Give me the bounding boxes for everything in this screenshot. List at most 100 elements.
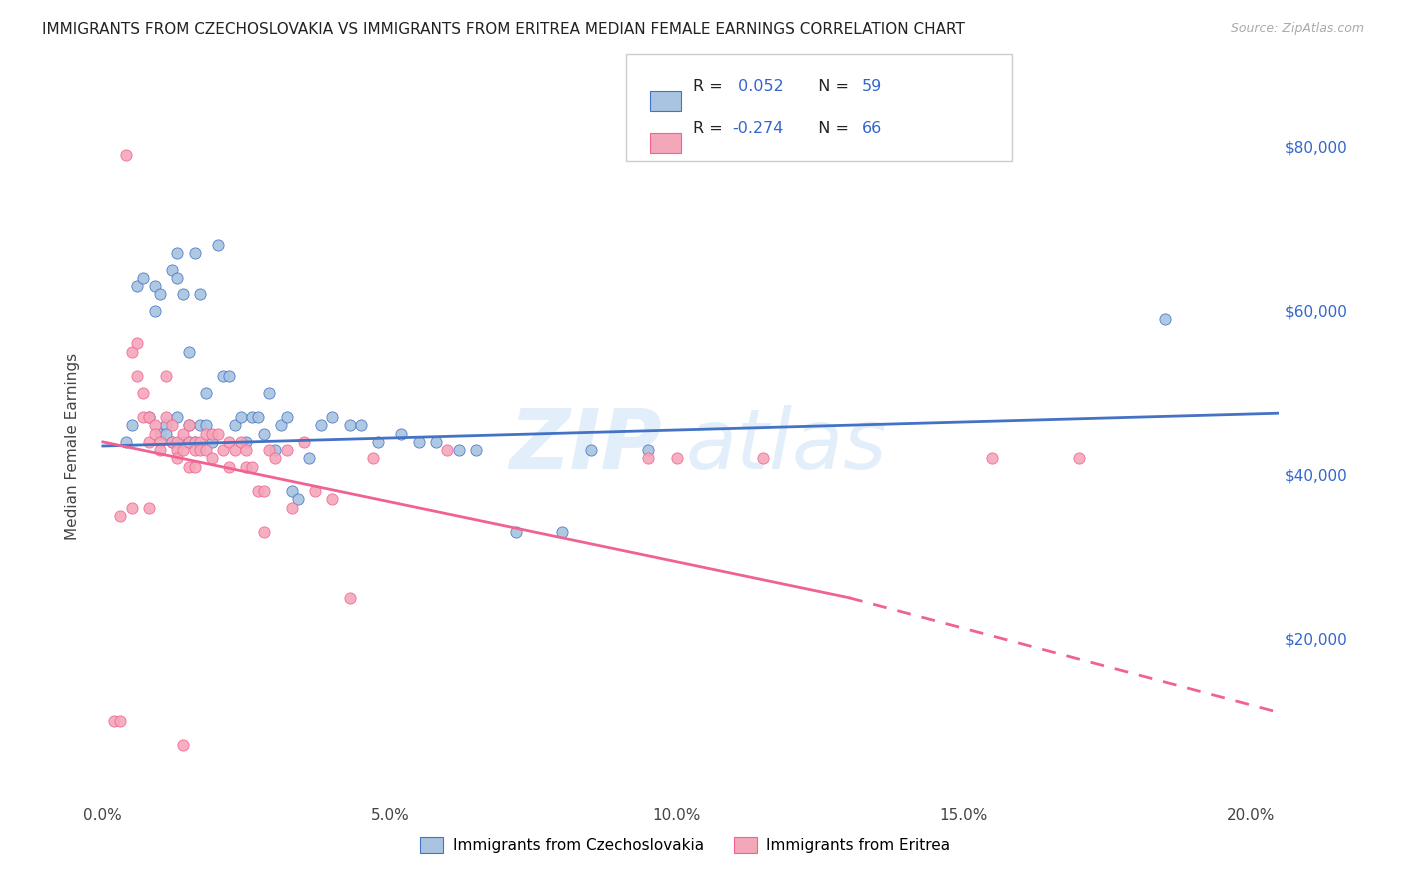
Point	[132, 385, 155, 400]
Point	[752, 451, 775, 466]
Point	[201, 434, 224, 449]
Point	[177, 459, 200, 474]
Point	[183, 434, 205, 449]
Point	[190, 287, 212, 301]
Point	[160, 262, 183, 277]
Point	[103, 714, 125, 728]
Text: 0.052: 0.052	[733, 78, 783, 94]
Point	[298, 451, 321, 466]
Point	[339, 591, 361, 605]
Point	[177, 344, 200, 359]
Point	[114, 434, 136, 449]
Point	[160, 434, 183, 449]
Point	[183, 434, 205, 449]
Point	[309, 418, 332, 433]
Point	[367, 434, 389, 449]
Point	[166, 246, 188, 260]
Point	[149, 287, 172, 301]
Point	[321, 492, 343, 507]
Point	[218, 434, 240, 449]
Point	[132, 270, 155, 285]
Point	[166, 270, 188, 285]
Y-axis label: Median Female Earnings: Median Female Earnings	[65, 352, 80, 540]
Point	[436, 443, 458, 458]
Point	[281, 484, 304, 499]
Text: 59: 59	[862, 78, 882, 94]
Point	[149, 434, 172, 449]
Point	[408, 434, 430, 449]
Text: R =: R =	[693, 78, 728, 94]
Point	[201, 451, 224, 466]
Point	[166, 451, 188, 466]
Point	[389, 426, 412, 441]
Point	[183, 246, 205, 260]
Point	[425, 434, 447, 449]
Point	[224, 418, 246, 433]
Point	[981, 451, 1004, 466]
Point	[276, 443, 298, 458]
Point	[339, 418, 361, 433]
Point	[143, 426, 166, 441]
Point	[252, 426, 274, 441]
Point	[235, 434, 257, 449]
Point	[259, 385, 281, 400]
Point	[264, 451, 287, 466]
Point	[121, 344, 143, 359]
Point	[229, 410, 252, 425]
Point	[177, 418, 200, 433]
Point	[235, 459, 257, 474]
Point	[551, 525, 574, 540]
Text: IMMIGRANTS FROM CZECHOSLOVAKIA VS IMMIGRANTS FROM ERITREA MEDIAN FEMALE EARNINGS: IMMIGRANTS FROM CZECHOSLOVAKIA VS IMMIGR…	[42, 22, 965, 37]
Point	[665, 451, 688, 466]
Point	[637, 443, 659, 458]
Point	[465, 443, 488, 458]
Point	[1067, 451, 1090, 466]
Point	[121, 418, 143, 433]
Point	[166, 410, 188, 425]
Point	[172, 739, 194, 753]
Legend: Immigrants from Czechoslovakia, Immigrants from Eritrea: Immigrants from Czechoslovakia, Immigran…	[415, 831, 956, 859]
Point	[149, 426, 172, 441]
Point	[177, 434, 200, 449]
Text: N =: N =	[808, 120, 855, 136]
Point	[276, 410, 298, 425]
Point	[195, 418, 218, 433]
Point	[183, 443, 205, 458]
Point	[127, 336, 149, 351]
Point	[177, 418, 200, 433]
Point	[108, 508, 131, 523]
Point	[195, 385, 218, 400]
Point	[264, 443, 287, 458]
Point	[190, 434, 212, 449]
Point	[207, 238, 229, 252]
Point	[304, 484, 326, 499]
Point	[172, 434, 194, 449]
Point	[218, 459, 240, 474]
Text: R =: R =	[693, 120, 728, 136]
Point	[637, 451, 659, 466]
Point	[207, 426, 229, 441]
Point	[235, 443, 257, 458]
Point	[143, 279, 166, 293]
Point	[172, 426, 194, 441]
Point	[259, 443, 281, 458]
Text: ZIP: ZIP	[509, 406, 662, 486]
Point	[195, 426, 218, 441]
Point	[195, 443, 218, 458]
Point	[252, 525, 274, 540]
Point	[281, 500, 304, 515]
Point	[143, 418, 166, 433]
Point	[190, 443, 212, 458]
Point	[240, 410, 263, 425]
Point	[321, 410, 343, 425]
Point	[190, 418, 212, 433]
Point	[138, 410, 160, 425]
Point	[166, 443, 188, 458]
Point	[240, 459, 263, 474]
Point	[166, 434, 188, 449]
Point	[143, 303, 166, 318]
Point	[246, 410, 269, 425]
Text: -0.274: -0.274	[733, 120, 785, 136]
Point	[252, 484, 274, 499]
Point	[108, 714, 131, 728]
